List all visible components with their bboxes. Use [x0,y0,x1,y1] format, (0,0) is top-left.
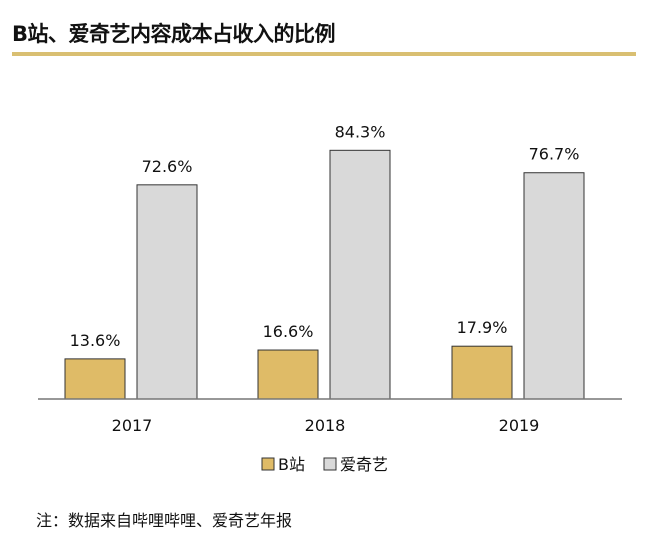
source-note: 注：数据来自哔哩哔哩、爱奇艺年报 [36,511,293,530]
legend-label: B站 [278,455,305,474]
chart-title: B站、爱奇艺内容成本占收入的比例 [12,22,336,46]
legend-swatch [261,457,275,471]
data-label: 13.6% [70,331,121,350]
bar-iqiyi-2019 [523,172,585,400]
bar-bilibili-2017 [64,358,126,400]
data-label: 76.7% [529,145,580,164]
title-underline [12,52,636,56]
data-label: 17.9% [457,318,508,337]
bar-iqiyi-2017 [136,184,198,400]
bar-iqiyi-2018 [329,149,391,400]
x-tick-label: 2017 [112,416,153,435]
bar-bilibili-2018 [257,349,319,400]
data-label: 72.6% [142,157,193,176]
x-tick-label: 2018 [305,416,346,435]
bar-bilibili-2019 [451,345,513,400]
data-label: 16.6% [263,322,314,341]
legend-swatch [323,457,337,471]
legend-label: 爱奇艺 [340,455,388,474]
data-label: 84.3% [335,122,386,141]
x-tick-label: 2019 [499,416,540,435]
